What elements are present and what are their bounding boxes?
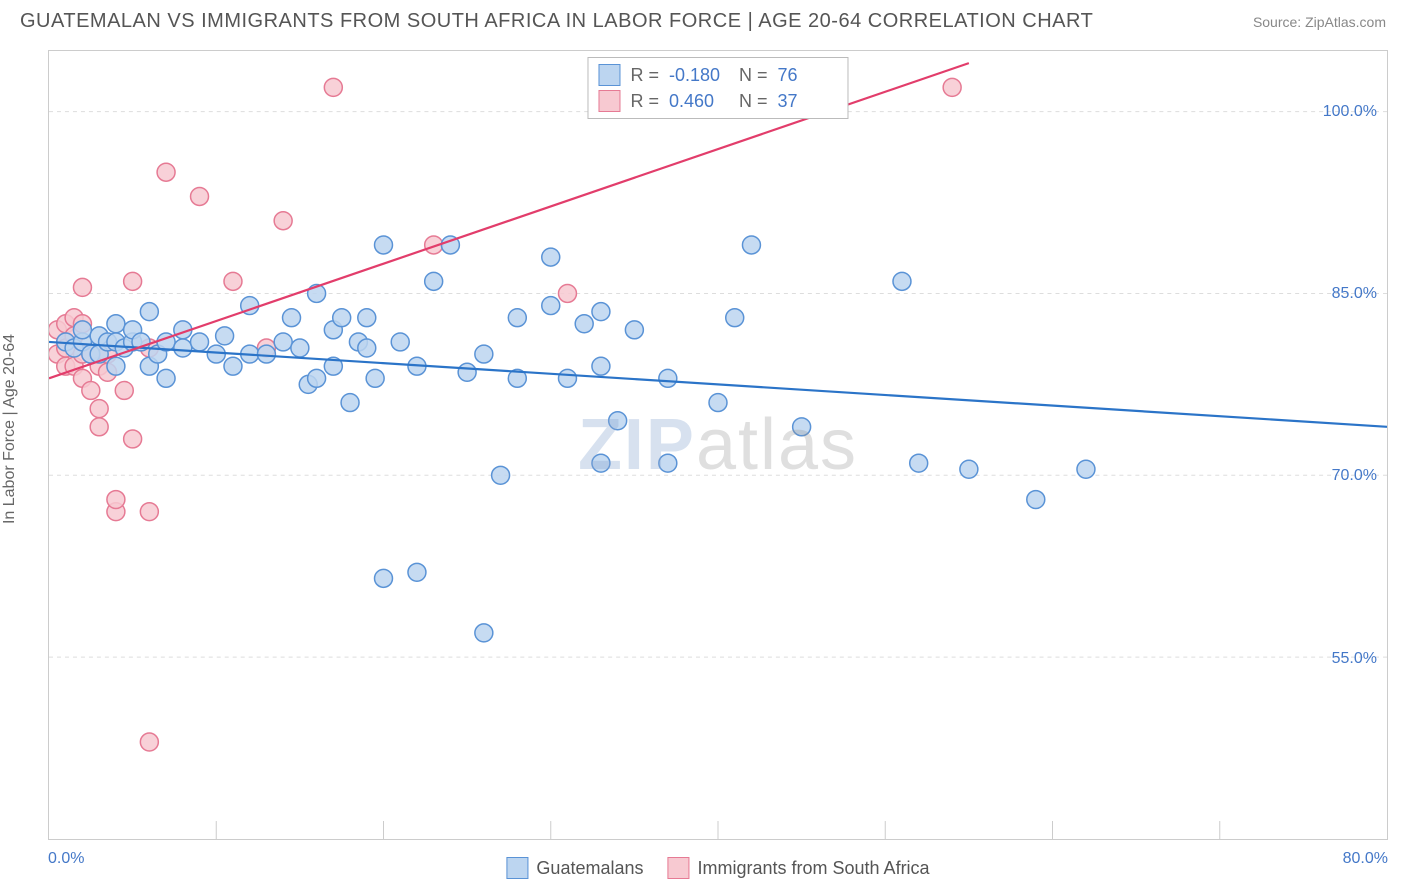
swatch-south-africa — [667, 857, 689, 879]
stats-row-south-africa: R = 0.460 N = 37 — [598, 88, 837, 114]
r-value-guatemalans: -0.180 — [669, 65, 729, 86]
x-tick-max: 80.0% — [1343, 850, 1388, 868]
legend-label-guatemalans: Guatemalans — [536, 858, 643, 879]
r-label: R = — [630, 91, 659, 112]
chart-title: GUATEMALAN VS IMMIGRANTS FROM SOUTH AFRI… — [20, 10, 1093, 33]
swatch-guatemalans — [598, 64, 620, 86]
series-legend: Guatemalans Immigrants from South Africa — [506, 857, 929, 879]
y-tick-label: 85.0% — [1332, 285, 1377, 303]
legend-item-south-africa: Immigrants from South Africa — [667, 857, 929, 879]
n-label: N = — [739, 65, 768, 86]
legend-label-south-africa: Immigrants from South Africa — [697, 858, 929, 879]
stats-legend: R = -0.180 N = 76 R = 0.460 N = 37 — [587, 57, 848, 119]
stats-row-guatemalans: R = -0.180 N = 76 — [598, 62, 837, 88]
swatch-south-africa — [598, 90, 620, 112]
r-value-south-africa: 0.460 — [669, 91, 729, 112]
n-value-guatemalans: 76 — [778, 65, 838, 86]
source-label: Source: ZipAtlas.com — [1253, 14, 1386, 30]
legend-item-guatemalans: Guatemalans — [506, 857, 643, 879]
chart-svg — [49, 51, 1387, 839]
n-label: N = — [739, 91, 768, 112]
y-axis-label: In Labor Force | Age 20-64 — [1, 334, 19, 524]
y-tick-label: 55.0% — [1332, 650, 1377, 668]
x-tick-min: 0.0% — [48, 850, 84, 868]
y-tick-label: 100.0% — [1323, 103, 1377, 121]
n-value-south-africa: 37 — [778, 91, 838, 112]
r-label: R = — [630, 65, 659, 86]
chart-plot-area: ZIPatlas R = -0.180 N = 76 R = 0.460 N =… — [48, 50, 1388, 840]
y-tick-label: 70.0% — [1332, 467, 1377, 485]
swatch-guatemalans — [506, 857, 528, 879]
